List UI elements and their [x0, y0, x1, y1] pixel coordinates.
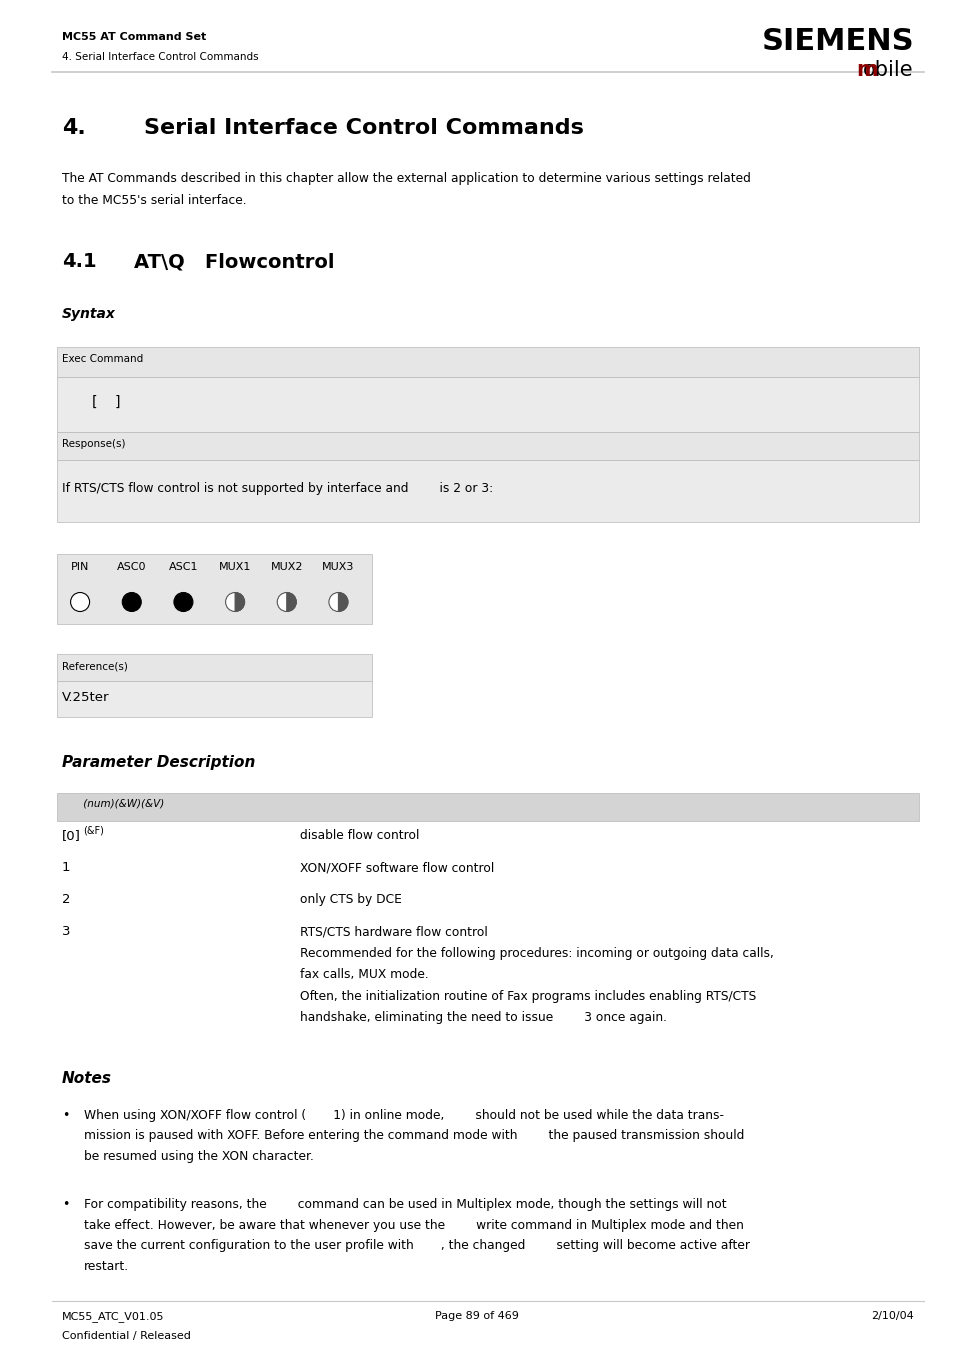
FancyBboxPatch shape	[57, 681, 372, 717]
Text: Serial Interface Control Commands: Serial Interface Control Commands	[144, 118, 583, 138]
Wedge shape	[234, 593, 244, 612]
Text: The AT Commands described in this chapter allow the external application to dete: The AT Commands described in this chapte…	[62, 172, 750, 185]
Text: only CTS by DCE: only CTS by DCE	[299, 893, 401, 907]
Text: restart.: restart.	[84, 1259, 129, 1273]
Text: Reference(s): Reference(s)	[62, 661, 128, 671]
Text: 2/10/04: 2/10/04	[870, 1310, 913, 1321]
Text: MC55_ATC_V01.05: MC55_ATC_V01.05	[62, 1310, 164, 1321]
Text: 4. Serial Interface Control Commands: 4. Serial Interface Control Commands	[62, 51, 258, 62]
FancyBboxPatch shape	[57, 377, 918, 432]
Text: •: •	[62, 1109, 70, 1121]
Circle shape	[173, 593, 193, 612]
Text: 2: 2	[62, 893, 71, 907]
FancyBboxPatch shape	[57, 654, 372, 681]
Text: to the MC55's serial interface.: to the MC55's serial interface.	[62, 195, 247, 207]
Text: m: m	[856, 59, 878, 80]
Text: SIEMENS: SIEMENS	[760, 27, 913, 55]
FancyBboxPatch shape	[57, 432, 918, 459]
Text: ASC1: ASC1	[169, 562, 198, 571]
Text: Syntax: Syntax	[62, 307, 115, 322]
Text: •: •	[62, 1198, 70, 1210]
Text: MUX2: MUX2	[271, 562, 303, 571]
FancyBboxPatch shape	[57, 793, 918, 821]
Text: XON/XOFF software flow control: XON/XOFF software flow control	[299, 861, 494, 874]
Text: disable flow control: disable flow control	[299, 830, 419, 842]
Wedge shape	[338, 593, 348, 612]
Text: AT\Q   Flowcontrol: AT\Q Flowcontrol	[133, 253, 335, 272]
Circle shape	[277, 593, 296, 612]
Text: RTS/CTS hardware flow control: RTS/CTS hardware flow control	[299, 925, 487, 938]
Text: Confidential / Released: Confidential / Released	[62, 1331, 191, 1342]
Text: Response(s): Response(s)	[62, 439, 126, 449]
Text: Often, the initialization routine of Fax programs includes enabling RTS/CTS: Often, the initialization routine of Fax…	[299, 989, 756, 1002]
Text: When using XON/XOFF flow control (       1) in online mode,        should not be: When using XON/XOFF flow control ( 1) in…	[84, 1109, 723, 1121]
Text: (&F): (&F)	[83, 825, 104, 835]
Wedge shape	[287, 593, 296, 612]
Text: MUX1: MUX1	[218, 562, 251, 571]
Text: Notes: Notes	[62, 1070, 112, 1085]
Circle shape	[225, 593, 244, 612]
Text: 3: 3	[62, 925, 71, 938]
FancyBboxPatch shape	[57, 554, 372, 624]
Text: ASC0: ASC0	[117, 562, 147, 571]
FancyBboxPatch shape	[57, 347, 918, 377]
Text: MC55 AT Command Set: MC55 AT Command Set	[62, 32, 206, 42]
Text: save the current configuration to the user profile with       , the changed     : save the current configuration to the us…	[84, 1239, 749, 1252]
Text: 4.: 4.	[62, 118, 86, 138]
FancyBboxPatch shape	[57, 459, 918, 521]
Text: Parameter Description: Parameter Description	[62, 755, 255, 770]
Text: For compatibility reasons, the        command can be used in Multiplex mode, tho: For compatibility reasons, the command c…	[84, 1198, 726, 1210]
Text: Page 89 of 469: Page 89 of 469	[435, 1310, 518, 1321]
Text: Recommended for the following procedures: incoming or outgoing data calls,: Recommended for the following procedures…	[299, 947, 773, 959]
Text: take effect. However, be aware that whenever you use the        write command in: take effect. However, be aware that when…	[84, 1219, 743, 1232]
Text: V.25ter: V.25ter	[62, 690, 110, 704]
Text: [    ]: [ ]	[91, 394, 120, 409]
Text: 4.1: 4.1	[62, 253, 96, 272]
Circle shape	[122, 593, 141, 612]
Text: [0]: [0]	[62, 830, 81, 842]
Circle shape	[329, 593, 348, 612]
Text: If RTS/CTS flow control is not supported by interface and        is 2 or 3:: If RTS/CTS flow control is not supported…	[62, 482, 493, 494]
Text: obile: obile	[862, 59, 913, 80]
Text: 1: 1	[62, 861, 71, 874]
Text: handshake, eliminating the need to issue        3 once again.: handshake, eliminating the need to issue…	[299, 1011, 666, 1024]
Text: mission is paused with XOFF. Before entering the command mode with        the pa: mission is paused with XOFF. Before ente…	[84, 1129, 743, 1142]
Text: be resumed using the XON character.: be resumed using the XON character.	[84, 1150, 314, 1162]
Text: Exec Command: Exec Command	[62, 354, 143, 363]
Text: PIN: PIN	[71, 562, 90, 571]
Text: MUX3: MUX3	[322, 562, 355, 571]
Text: fax calls, MUX mode.: fax calls, MUX mode.	[299, 969, 428, 981]
Circle shape	[71, 593, 90, 612]
Text: (num)(&W)(&V): (num)(&W)(&V)	[67, 798, 164, 809]
